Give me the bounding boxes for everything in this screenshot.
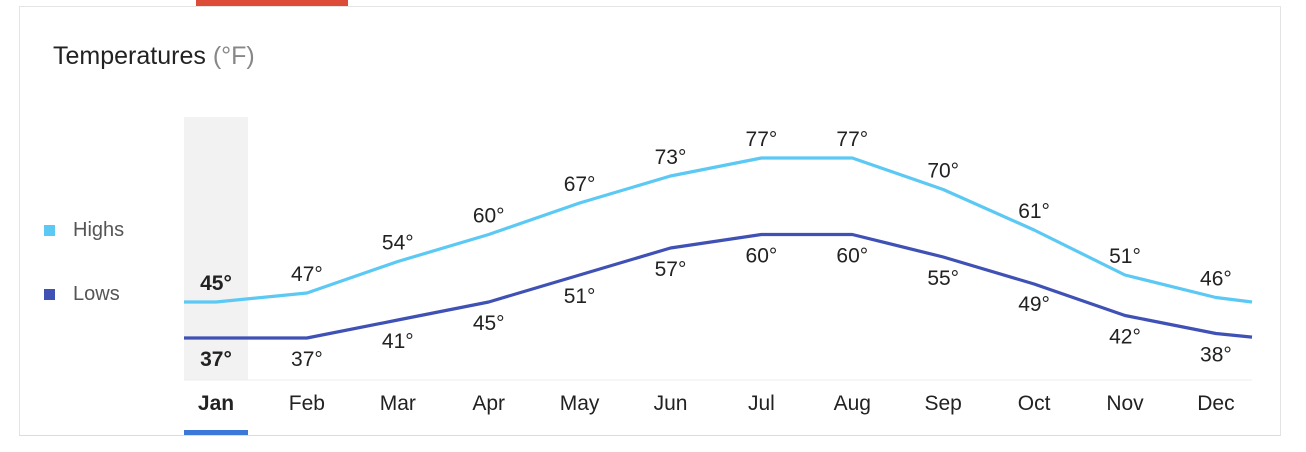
data-label-high: 73° — [655, 146, 687, 169]
legend-highs: Highs — [44, 219, 124, 242]
data-label-low: 60° — [746, 245, 778, 268]
data-label-high: 67° — [564, 173, 596, 196]
data-label-low: 51° — [564, 285, 596, 308]
data-label-high: 77° — [746, 128, 778, 151]
legend-highs-swatch — [44, 225, 55, 236]
selected-month-highlight — [184, 117, 248, 380]
data-label-low: 37° — [291, 348, 323, 371]
month-tick-feb[interactable]: Feb — [289, 392, 325, 415]
data-label-low: 37° — [200, 348, 232, 371]
legend-highs-label: Highs — [73, 219, 125, 241]
top-tab-indicator — [196, 0, 348, 6]
month-tick-dec[interactable]: Dec — [1197, 392, 1234, 415]
data-label-low: 49° — [1018, 293, 1050, 316]
month-tick-oct[interactable]: Oct — [1018, 392, 1051, 415]
month-tick-sep[interactable]: Sep — [925, 392, 962, 415]
month-tick-jun[interactable]: Jun — [654, 392, 688, 415]
legend-lows-swatch — [44, 289, 55, 300]
month-tick-jul[interactable]: Jul — [748, 392, 775, 415]
legend-lows: Lows — [44, 283, 120, 306]
data-label-low: 60° — [836, 245, 868, 268]
data-label-high: 70° — [927, 160, 959, 183]
data-label-high: 46° — [1200, 268, 1232, 291]
month-tick-nov[interactable]: Nov — [1106, 392, 1144, 415]
selected-month-indicator — [184, 430, 248, 435]
data-label-high: 51° — [1109, 245, 1141, 268]
data-label-low: 42° — [1109, 326, 1141, 349]
data-label-low: 45° — [473, 312, 505, 335]
series-line-lows — [184, 232, 1253, 340]
month-tick-jan[interactable]: Jan — [198, 392, 234, 415]
data-label-high: 61° — [1018, 200, 1050, 223]
data-label-high: 77° — [836, 128, 868, 151]
data-label-low: 55° — [927, 267, 959, 290]
data-label-high: 54° — [382, 232, 414, 255]
month-tick-aug[interactable]: Aug — [834, 392, 871, 415]
data-label-low: 57° — [655, 258, 687, 281]
data-label-low: 41° — [382, 330, 414, 353]
series-line-highs — [184, 156, 1253, 304]
data-label-high: 45° — [200, 272, 232, 295]
chart-title-unit: (°F) — [212, 42, 255, 70]
chart-title: Temperatures (°F) — [53, 42, 255, 71]
chart-title-text: Temperatures — [53, 42, 206, 70]
month-tick-apr[interactable]: Apr — [472, 392, 505, 415]
month-tick-mar[interactable]: Mar — [380, 392, 416, 415]
data-label-high: 47° — [291, 263, 323, 286]
data-label-low: 38° — [1200, 344, 1232, 367]
month-tick-may[interactable]: May — [560, 392, 600, 415]
data-label-high: 60° — [473, 205, 505, 228]
legend-lows-label: Lows — [73, 283, 120, 305]
